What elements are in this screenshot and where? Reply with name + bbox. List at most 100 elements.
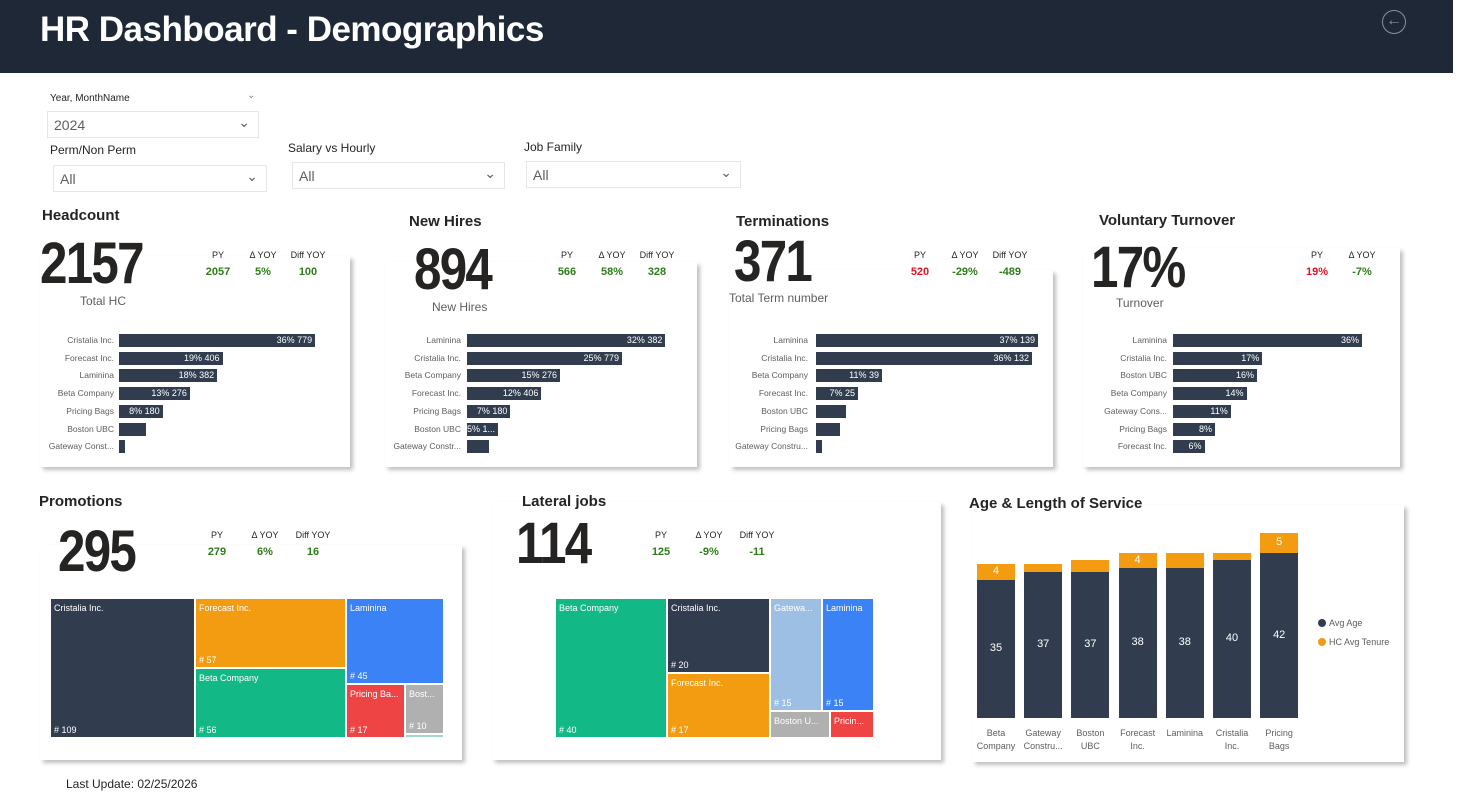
treemap-label: # 109 [54,725,77,735]
kpi-header: PY [1310,250,1323,260]
kpi-value: -489 [998,266,1022,278]
kpi-value: 58% [600,266,624,278]
job-slicer[interactable]: All ⌄ [526,161,741,188]
bar[interactable]: 5% 1... [467,422,498,436]
bar-tenure[interactable]: 4 [1118,552,1157,569]
bar[interactable] [467,440,489,454]
page-title: HR Dashboard - Demographics [40,10,544,49]
treemap-cell[interactable]: Forecast Inc. # 57 [195,598,346,668]
treemap-label: Pricing Ba... [350,689,399,699]
bar[interactable] [119,422,147,436]
bar-category-label: Gateway Constru... [735,441,808,452]
bar-avg-age[interactable]: 38 [1165,568,1204,718]
treemap-cell[interactable]: Pricin... [830,711,874,738]
perm-slicer-label: Perm/Non Perm [50,143,137,157]
treemap-cell[interactable]: Boston U... [770,711,830,738]
x-tick-label: Beta Company [976,728,1016,751]
bar-avg-age[interactable]: 37 [1071,572,1110,718]
bar[interactable] [816,440,822,454]
treemap-label: # 40 [559,725,577,735]
treemap-cell[interactable] [405,734,444,738]
bar-tenure[interactable] [1024,564,1063,573]
treemap-cell[interactable]: Cristalia Inc. # 109 [50,598,195,738]
bar[interactable]: 37% 139 [816,334,1038,347]
treemap-cell[interactable]: Gatewa... # 15 [770,598,822,711]
treemap-cell[interactable]: Forecast Inc. # 17 [667,673,770,738]
kpi-header: Diff YOY [992,250,1028,260]
bar[interactable]: 32% 382 [467,334,666,347]
bar-category-label: Beta Company [1110,388,1167,399]
x-tick-label: Laminina [1166,728,1204,738]
chevron-down-icon[interactable]: ⌄ [247,90,256,101]
perm-slicer[interactable]: All ⌄ [53,165,267,192]
bar[interactable] [816,404,846,418]
terminations-value: 371 [734,229,813,294]
bar-category-label: Beta Company [751,370,808,381]
bar[interactable]: 7% 25 [816,387,858,401]
treemap-label: Cristalia Inc. [54,603,104,613]
kpi-value: 100 [298,266,318,278]
treemap-cell[interactable]: Cristalia Inc. # 20 [667,598,770,673]
bar-category-label: Gateway Cons... [1104,405,1167,416]
bar[interactable] [119,440,125,454]
bar[interactable]: 15% 276 [467,369,560,383]
kpi-header: Δ YOY [1348,250,1376,260]
bar[interactable]: 7% 180 [467,404,511,418]
salary-slicer[interactable]: All ⌄ [292,162,505,189]
treemap-cell[interactable]: Laminina # 45 [346,598,444,684]
treemap-label: # 10 [409,721,427,731]
bar[interactable]: 8% [1173,422,1215,436]
bar-category-label: Pricing Bags [413,405,461,416]
year-slicer[interactable]: 2024 ⌄ [47,111,259,138]
treemap-cell[interactable]: Beta Company # 56 [195,668,346,738]
bar-tenure[interactable]: 4 [977,564,1015,581]
bar-avg-age[interactable]: 37 [1024,572,1063,718]
bar-tenure[interactable] [1071,560,1110,573]
bar-avg-age[interactable]: 42 [1260,552,1299,718]
treemap-cell[interactable]: Bost... # 10 [405,684,444,734]
bar[interactable]: 13% 276 [119,387,190,401]
bar[interactable]: 11% 39 [816,369,882,383]
treemap-label: Laminina [826,603,863,613]
bar[interactable]: 8% 180 [119,404,163,418]
legend-label: HC Avg Tenure [1329,637,1390,647]
kpi-value: 6% [257,546,273,558]
treemap-cell[interactable]: Laminina # 15 [822,598,874,711]
last-update: Last Update: 02/25/2026 [66,777,198,791]
back-arrow-icon[interactable]: ← [1382,10,1406,34]
bar[interactable]: 36% 132 [816,351,1032,365]
bar[interactable]: 25% 779 [467,351,622,365]
bar[interactable]: 36% [1173,334,1362,347]
bar-category-label: Boston UBC [1120,370,1167,381]
treemap-label: # 45 [350,671,368,681]
bar[interactable]: 36% 779 [119,334,316,347]
bar[interactable]: 18% 382 [119,369,218,383]
bar[interactable]: 16% [1173,369,1257,383]
kpi-header: Δ YOY [951,250,979,260]
newhires-value: 894 [414,237,493,302]
bar-tenure[interactable]: 5 [1260,532,1299,553]
bar-category-label: Pricing Bags [760,423,808,434]
bar[interactable]: 19% 406 [119,351,223,365]
treemap-cell[interactable]: Beta Company # 40 [555,598,667,738]
bar[interactable]: 6% [1173,440,1205,454]
bar[interactable]: 11% [1173,404,1231,418]
promotions-value: 295 [58,519,137,584]
lateral-title: Lateral jobs [522,493,607,510]
bar-tenure[interactable] [1213,552,1251,561]
legend-dot-icon [1318,619,1326,627]
bar[interactable]: 17% [1173,351,1263,365]
bar-category-label: Laminina [426,335,462,345]
bar-category-label: Forecast Inc. [758,388,808,399]
kpi-header: Δ YOY [249,250,277,260]
bar-avg-age[interactable]: 40 [1213,560,1251,718]
treemap-cell[interactable]: Pricing Ba... # 17 [346,684,405,738]
bar-avg-age[interactable]: 35 [977,580,1015,718]
bar[interactable]: 12% 406 [467,387,542,401]
bar-tenure[interactable] [1165,552,1204,569]
treemap-label: Cristalia Inc. [671,603,721,613]
bar[interactable] [816,422,840,436]
kpi-header: Δ YOY [251,530,279,540]
bar-avg-age[interactable]: 38 [1118,568,1157,718]
bar[interactable]: 14% [1173,387,1247,401]
